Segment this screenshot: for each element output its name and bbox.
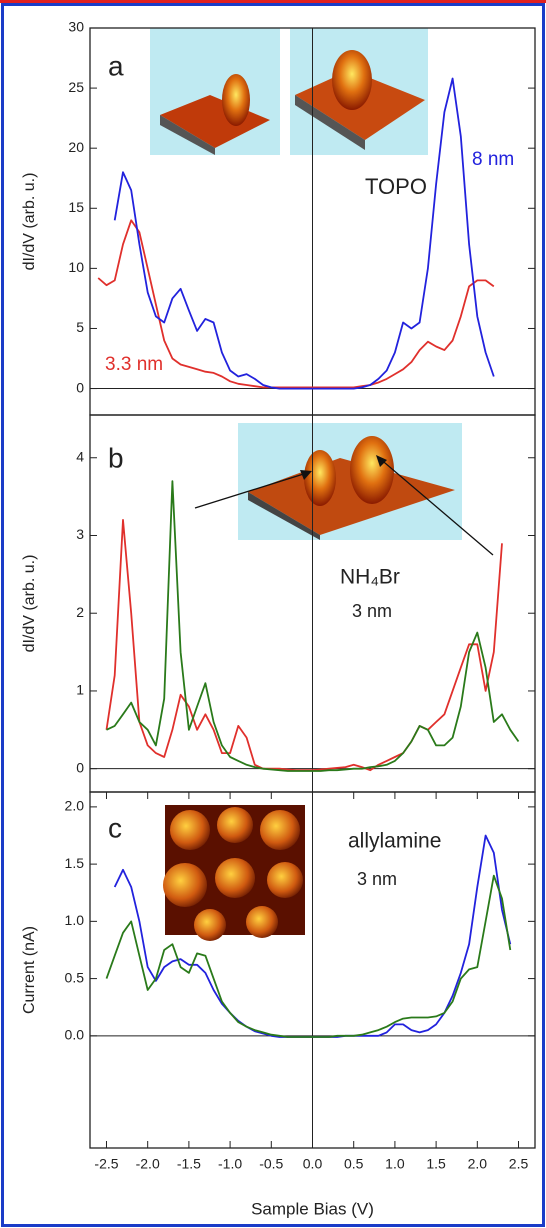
y-tick-label: 10 (68, 259, 84, 275)
y-tick-label: 0 (76, 759, 84, 775)
x-tick-label: -2.5 (94, 1156, 118, 1172)
y-tick-label: 2.0 (65, 798, 85, 814)
y-tick-label: 0 (76, 379, 84, 395)
y-tick-label: 20 (68, 139, 84, 155)
annotation: 3 nm (357, 869, 397, 889)
series-label: 3.3 nm (105, 354, 163, 375)
y-tick-label: 15 (68, 199, 84, 215)
x-axis-label: Sample Bias (V) (251, 1199, 374, 1218)
x-tick-label: 2.5 (509, 1156, 529, 1172)
top-rule (0, 0, 546, 3)
y-tick-label: 1 (76, 682, 84, 698)
x-tick-label: -1.5 (177, 1156, 201, 1172)
x-tick-label: -2.0 (136, 1156, 160, 1172)
y-tick-label: 4 (76, 448, 84, 464)
y-tick-label: 1.5 (65, 855, 85, 871)
inset-c (163, 805, 305, 941)
annotation: TOPO (365, 174, 427, 199)
x-tick-label: 0.5 (344, 1156, 364, 1172)
y-tick-label: 25 (68, 79, 84, 95)
annotation: 3 nm (352, 601, 392, 621)
y-tick-label: 0.5 (65, 969, 85, 985)
y-tick-label: 0.0 (65, 1027, 85, 1043)
x-tick-label: 1.0 (385, 1156, 405, 1172)
y-tick-label: 3 (76, 526, 84, 542)
y-axis-label: dI/dV (arb. u.) (21, 555, 38, 653)
x-tick-label: 2.0 (468, 1156, 488, 1172)
annotation: NH₄Br (340, 566, 400, 589)
series-label: 8 nm (472, 149, 514, 170)
x-tick-label: -1.0 (218, 1156, 242, 1172)
annotation: c (108, 812, 122, 843)
figure: 0510152025303.3 nm8 nmdI/dV (arb. u.)aTO… (0, 0, 546, 1228)
y-tick-label: 30 (68, 19, 84, 35)
y-tick-label: 1.0 (65, 912, 85, 928)
y-axis-label: dI/dV (arb. u.) (21, 173, 38, 271)
y-axis-label: Current (nA) (21, 926, 38, 1014)
x-tick-label: -0.5 (259, 1156, 283, 1172)
y-tick-label: 5 (76, 319, 84, 335)
annotation: b (108, 442, 124, 473)
y-tick-label: 2 (76, 604, 84, 620)
x-tick-label: 1.5 (426, 1156, 446, 1172)
annotation: a (108, 50, 124, 81)
annotation: allylamine (348, 830, 441, 853)
x-tick-label: 0.0 (303, 1156, 323, 1172)
inset-b (195, 423, 493, 555)
